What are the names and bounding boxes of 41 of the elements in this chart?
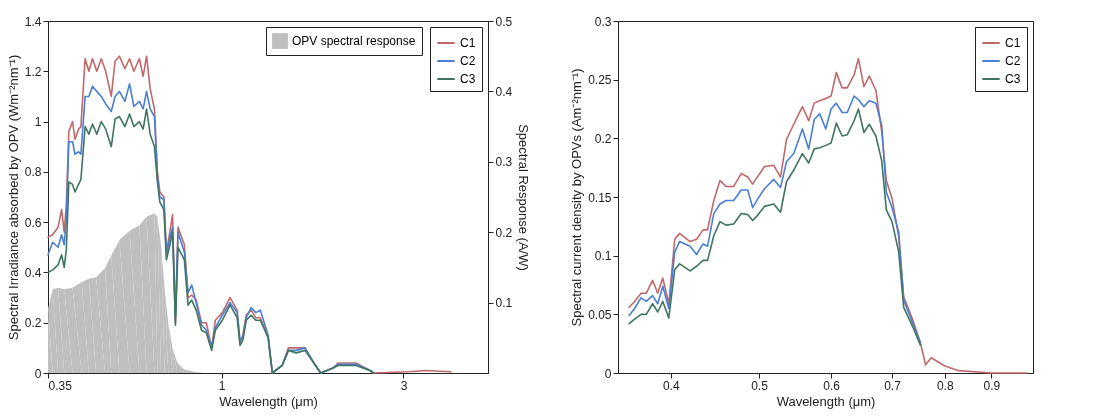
y-tick-label: 1 <box>34 115 42 130</box>
x-tick-label: 0.6 <box>823 378 841 393</box>
legend-label: C3 <box>1005 72 1021 86</box>
y2-tick-label: 0.3 <box>495 155 513 170</box>
y-tick-label: 0.2 <box>594 131 612 146</box>
y-tick-label: 0.25 <box>588 73 612 88</box>
y-tick-label: 0 <box>604 366 612 381</box>
y2-tick-label: 0.2 <box>495 225 513 240</box>
y-tick-label: 0.3 <box>594 14 612 29</box>
x-axis-title: Wavelength (μm) <box>219 393 318 409</box>
legend-label: C3 <box>460 72 476 86</box>
legend-label: C1 <box>1005 36 1021 50</box>
y-axis-title: Spectral Irradiance absorbed by OPV (Wm⁻²nm⁻¹) <box>5 54 21 341</box>
y2-axis-title: Spectral Response (A/W) <box>516 124 532 271</box>
y-tick-label: 0.4 <box>24 265 42 280</box>
y-tick-label: 0 <box>34 366 42 381</box>
y2-tick-label: 0.4 <box>495 84 513 99</box>
x-tick-label: 0.7 <box>884 378 902 393</box>
y-tick-label: 0.6 <box>24 215 42 230</box>
x-tick-label: 1 <box>218 378 226 393</box>
legend-label: C2 <box>460 54 476 68</box>
x-axis-title: Wavelength (μm) <box>776 393 876 409</box>
y-axis-title: Spectral current density by OPVs (Am⁻²nm⁻¹) <box>569 68 585 327</box>
y-tick-label: 0.2 <box>24 316 42 331</box>
x-tick-label: 0.9 <box>983 378 1001 393</box>
y-tick-label: 1.2 <box>24 64 42 79</box>
y-tick-label: 0.8 <box>24 165 42 180</box>
y-tick-label: 0.15 <box>588 190 612 205</box>
y2-tick-label: 0.5 <box>495 14 513 29</box>
y2-tick-label: 0.1 <box>495 296 513 311</box>
legend-label: OPV spectral response <box>292 34 416 48</box>
x-tick-label: 0.5 <box>751 378 769 393</box>
legend-label: C1 <box>460 36 476 50</box>
legend-label: C2 <box>1005 54 1021 68</box>
y-tick-label: 1.4 <box>24 14 42 29</box>
x-tick-label: 0.35 <box>48 378 73 393</box>
x-tick-label: 0.8 <box>936 378 954 393</box>
x-tick-label: 3 <box>400 378 408 393</box>
y-tick-label: 0.05 <box>588 307 612 322</box>
y-tick-label: 0.1 <box>594 249 612 264</box>
x-tick-label: 0.4 <box>662 378 680 393</box>
